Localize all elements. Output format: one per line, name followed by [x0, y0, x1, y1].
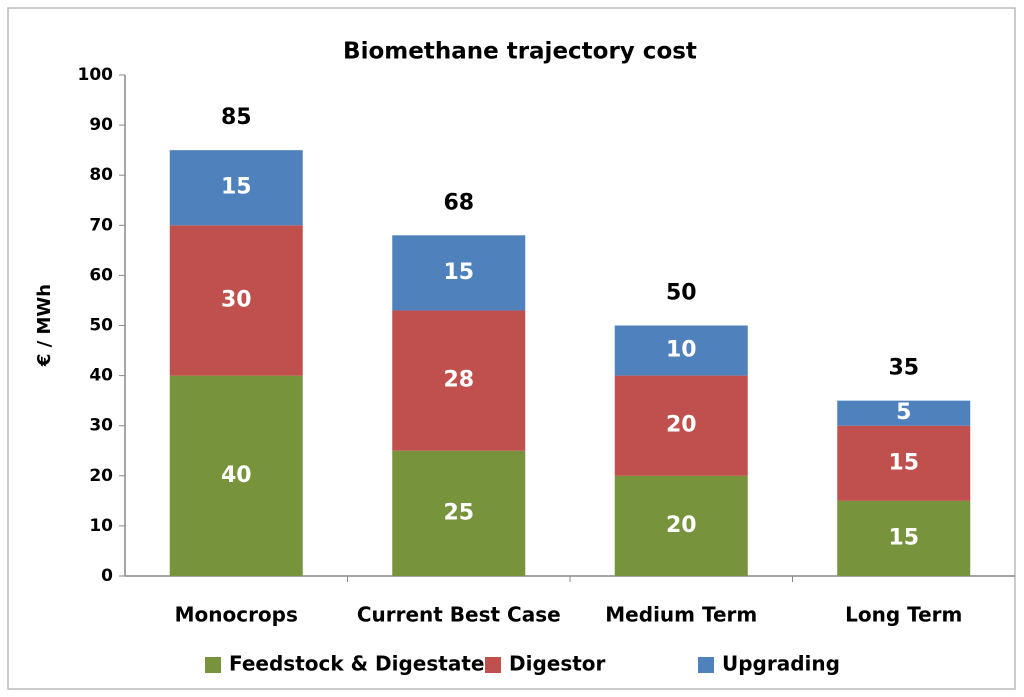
x-tick-label: Current Best Case — [357, 603, 561, 627]
y-tick-label: 40 — [89, 366, 113, 386]
total-label: 68 — [443, 190, 474, 215]
y-tick-label: 60 — [89, 265, 113, 285]
y-axis-label: € / MWh — [34, 284, 55, 367]
y-tick-label: 90 — [89, 115, 113, 135]
total-label-bg — [641, 277, 722, 310]
y-tick-label: 30 — [89, 416, 113, 436]
segment-label: 40 — [221, 463, 252, 488]
total-label: 85 — [221, 105, 252, 130]
segment-label: 5 — [896, 400, 911, 425]
legend-label: Feedstock & Digestate — [229, 652, 484, 676]
segment-label: 30 — [221, 287, 252, 312]
x-tick-label: Monocrops — [175, 603, 298, 627]
segment-label: 28 — [443, 368, 474, 393]
bar-segment — [169, 150, 303, 226]
bar-segment — [169, 375, 303, 576]
bar-segment — [392, 310, 526, 451]
bar-segment — [392, 235, 526, 311]
y-tick-label: 0 — [101, 566, 113, 586]
y-tick-label: 80 — [89, 165, 113, 185]
y-tick-label: 20 — [89, 466, 113, 486]
bar-segment — [614, 475, 748, 576]
y-tick-label: 10 — [89, 516, 113, 536]
x-tick-label: Long Term — [845, 603, 962, 627]
segment-label: 10 — [666, 338, 697, 363]
bar-segment — [837, 425, 971, 501]
x-tick-label: Medium Term — [605, 603, 757, 627]
y-tick-label: 100 — [78, 65, 114, 85]
bar-segment — [614, 325, 748, 376]
segment-label: 20 — [666, 413, 697, 438]
total-label-bg — [418, 187, 499, 220]
legend-swatch — [485, 657, 501, 673]
bar-segment — [169, 225, 303, 376]
segment-label: 20 — [666, 513, 697, 538]
legend-label: Upgrading — [722, 652, 840, 676]
bar-segment — [614, 375, 748, 476]
bar-segment — [837, 400, 971, 426]
total-label-bg — [196, 102, 277, 135]
bar-segment — [392, 450, 526, 576]
legend-swatch — [205, 657, 221, 673]
legend-label: Digestor — [509, 652, 606, 676]
segment-label: 15 — [443, 260, 474, 285]
segment-label: 15 — [221, 175, 252, 200]
total-label: 35 — [888, 356, 919, 381]
segment-label: 15 — [888, 525, 919, 550]
legend-swatch — [698, 657, 714, 673]
segment-label: 15 — [888, 450, 919, 475]
chart-title: Biomethane trajectory cost — [343, 39, 697, 65]
segment-label: 25 — [443, 500, 474, 525]
bar-segment — [837, 500, 971, 576]
total-label-bg — [863, 352, 944, 385]
y-tick-label: 70 — [89, 215, 113, 235]
y-tick-label: 50 — [89, 316, 113, 336]
total-label: 50 — [666, 281, 697, 306]
